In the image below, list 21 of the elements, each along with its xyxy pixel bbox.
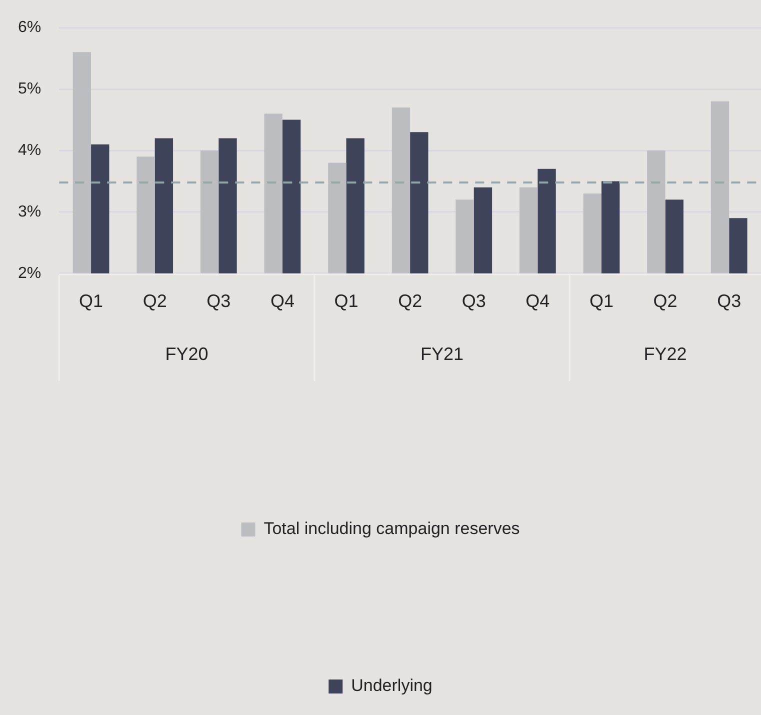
x-tick-label: Q2 — [398, 291, 422, 312]
x-tick-label: Q1 — [79, 291, 104, 312]
x-tick-label: Q4 — [526, 291, 550, 312]
x-tick-label: Q1 — [334, 291, 358, 312]
y-tick-label: 3% — [18, 203, 42, 220]
x-tick-label: Q4 — [270, 291, 294, 312]
x-tick-label: Q2 — [142, 291, 167, 312]
text: FY21 — [420, 344, 464, 364]
y-tick-label: 5% — [18, 80, 42, 98]
y-tick-label: 2% — [18, 264, 42, 282]
x-tick-label: Q3 — [206, 291, 231, 312]
text: FY22 — [644, 344, 687, 364]
legend-label: Underlying — [351, 676, 432, 696]
x-tick-label: Q2 — [653, 291, 678, 312]
legend-label: Total including campaign reserves — [264, 519, 520, 538]
y-tick-label: 6% — [18, 19, 42, 36]
x-tick-label: Q1 — [589, 291, 614, 312]
y-tick-label: 4% — [18, 142, 42, 159]
x-tick-label: Q3 — [717, 291, 742, 312]
x-tick-label: Q3 — [462, 291, 486, 312]
text: FY20 — [165, 344, 208, 364]
